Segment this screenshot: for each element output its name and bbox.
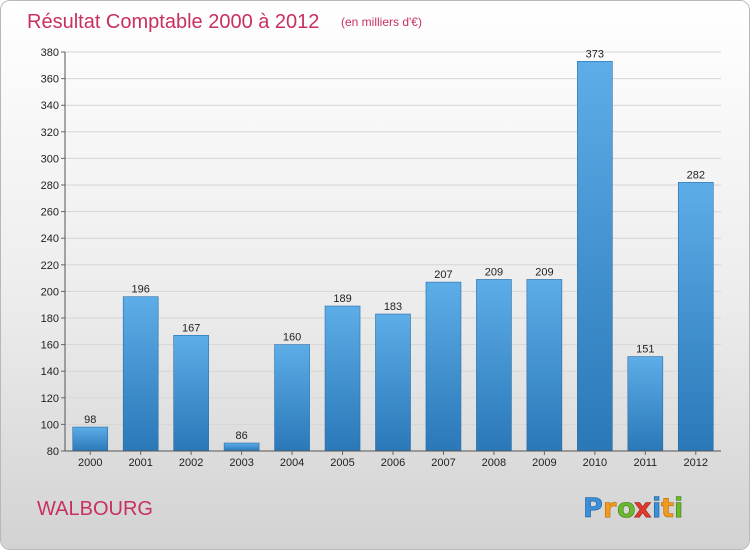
x-axis-ticks: 2000 2001 2002 2003 2004 2005 2006 2007 2008 2009… xyxy=(78,451,708,469)
x-tick-label: 2012 xyxy=(684,457,708,469)
y-tick-label: 120 xyxy=(41,393,59,405)
x-tick-label: 2010 xyxy=(583,457,607,469)
x-tick-label: 2011 xyxy=(633,457,657,469)
svg-text:i: i xyxy=(652,493,661,524)
y-tick-label: 360 xyxy=(41,74,59,86)
y-tick-label: 300 xyxy=(41,153,59,165)
x-tick-label: 2007 xyxy=(431,457,455,469)
bar xyxy=(627,356,664,452)
bar-value-label: 86 xyxy=(235,430,247,442)
bar-value-label: 209 xyxy=(535,266,553,278)
y-tick-label: 320 xyxy=(41,127,59,139)
bar-value-label: 183 xyxy=(384,301,402,313)
bar-value-label: 151 xyxy=(636,344,654,356)
bar xyxy=(526,279,563,452)
bar-value-label: 98 xyxy=(84,414,96,426)
bar xyxy=(677,182,714,452)
x-tick-label: 2006 xyxy=(381,457,405,469)
bar xyxy=(274,344,310,452)
chart-subtitle: (en milliers d'€) xyxy=(341,15,422,29)
y-tick-label: 240 xyxy=(41,233,59,245)
y-tick-label: 260 xyxy=(41,207,59,219)
y-tick-label: 220 xyxy=(41,260,59,272)
bar xyxy=(122,296,159,452)
svg-text:P: P xyxy=(583,493,603,524)
place-name: WALBOURG xyxy=(37,498,153,520)
y-tick-label: 180 xyxy=(41,313,59,325)
bar-value-label: 160 xyxy=(283,332,301,344)
x-tick-label: 2002 xyxy=(179,457,203,469)
bar-value-label: 282 xyxy=(687,169,705,181)
y-tick-label: 80 xyxy=(47,446,59,458)
bar xyxy=(173,334,209,452)
x-tick-label: 2001 xyxy=(128,457,152,469)
svg-text:t: t xyxy=(661,493,674,524)
y-tick-label: 100 xyxy=(41,419,59,431)
proxiti-logo: P r o x i t i xyxy=(583,493,684,525)
bar xyxy=(577,61,613,452)
svg-text:i: i xyxy=(674,493,683,524)
y-axis-ticks: 80 100 120 140 160 180 200 220 240 260 280 300 320 34… xyxy=(41,47,65,458)
bar-value-label: 373 xyxy=(586,48,604,60)
svg-text:x: x xyxy=(634,493,651,524)
y-tick-label: 280 xyxy=(41,180,59,192)
x-tick-label: 2003 xyxy=(229,457,253,469)
svg-text:r: r xyxy=(603,493,617,524)
bar-value-label: 207 xyxy=(434,269,452,281)
x-tick-label: 2005 xyxy=(330,457,354,469)
y-tick-label: 160 xyxy=(41,340,59,352)
bar-value-label: 167 xyxy=(182,322,200,334)
bar xyxy=(425,281,462,452)
y-tick-label: 380 xyxy=(41,47,59,59)
bar-value-label: 209 xyxy=(485,266,503,278)
bar-value-label: 189 xyxy=(333,293,351,305)
bar xyxy=(324,305,361,452)
bar xyxy=(223,442,260,452)
svg-text:o: o xyxy=(617,493,636,524)
bars: 98 196 167 86 160 189 183 207 209 209 373 151 282 xyxy=(72,48,714,452)
bar-value-label: 196 xyxy=(132,284,150,296)
bar xyxy=(72,426,109,452)
x-tick-label: 2004 xyxy=(280,457,304,469)
x-tick-label: 2009 xyxy=(532,457,556,469)
y-tick-label: 200 xyxy=(41,286,59,298)
chart-title: Résultat Comptable 2000 à 2012 xyxy=(27,11,319,33)
x-tick-label: 2008 xyxy=(482,457,506,469)
x-tick-label: 2000 xyxy=(78,457,102,469)
bar xyxy=(476,279,512,452)
y-tick-label: 140 xyxy=(41,366,59,378)
bar xyxy=(375,313,411,452)
y-tick-label: 340 xyxy=(41,100,59,112)
